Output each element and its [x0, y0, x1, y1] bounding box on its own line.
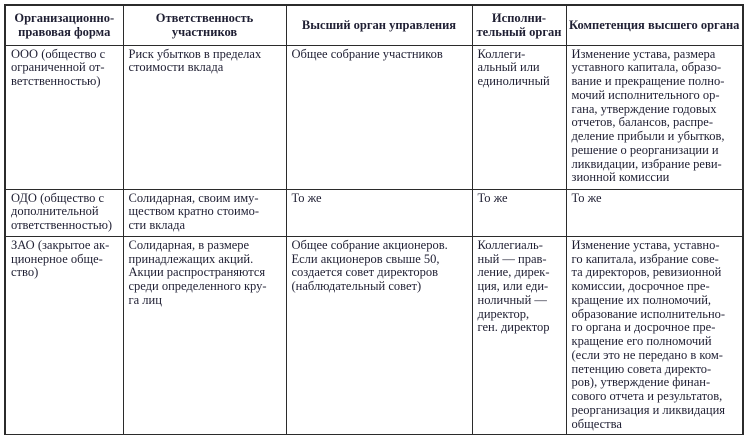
header-cell-responsibility: Ответственность участников: [122, 4, 287, 46]
table-cell: То же: [285, 188, 473, 237]
table-cell: ОДО (общество с дополнительной ответстве…: [4, 188, 124, 237]
header-cell-supreme-body: Высший орган управления: [285, 4, 473, 46]
header-row: Организационно- правовая форма Ответстве…: [4, 4, 744, 46]
header-cell-executive-body: Исполни- тельный орган: [471, 4, 567, 46]
table-cell: Коллегиаль- ный — прав- ление, дирек- ци…: [471, 235, 567, 435]
table-cell: Общее собрание акционеров. Если акционер…: [285, 235, 473, 435]
table-cell: Риск убытков в пределах стоимости вклада: [122, 44, 287, 190]
table-cell: Солидарная, в размере принадлежащих акци…: [122, 235, 287, 435]
table-cell: Изменение устава, уставно- го капитала, …: [565, 235, 744, 435]
table-row-ooo: ООО (общество с ограниченной от- ветстве…: [4, 44, 744, 190]
header-cell-form: Организационно- правовая форма: [4, 4, 124, 46]
table-cell: ЗАО (закрытое ак- ционерное обще- ство): [4, 235, 124, 435]
table-cell: Изменение устава, размера уставного капи…: [565, 44, 744, 190]
table-cell: Солидарная, своим иму- ществом кратно ст…: [122, 188, 287, 237]
table-row-odo: ОДО (общество с дополнительной ответстве…: [4, 188, 744, 237]
table-cell: То же: [565, 188, 744, 237]
legal-forms-table: Организационно- правовая форма Ответстве…: [4, 4, 744, 435]
header-cell-competence: Компетенция высшего органа: [565, 4, 744, 46]
table-cell: Общее собрание участников: [285, 44, 473, 190]
table-cell: Коллеги- альный или единоличный: [471, 44, 567, 190]
table-cell: То же: [471, 188, 567, 237]
table-cell: ООО (общество с ограниченной от- ветстве…: [4, 44, 124, 190]
table-row-zao: ЗАО (закрытое ак- ционерное обще- ство) …: [4, 235, 744, 435]
